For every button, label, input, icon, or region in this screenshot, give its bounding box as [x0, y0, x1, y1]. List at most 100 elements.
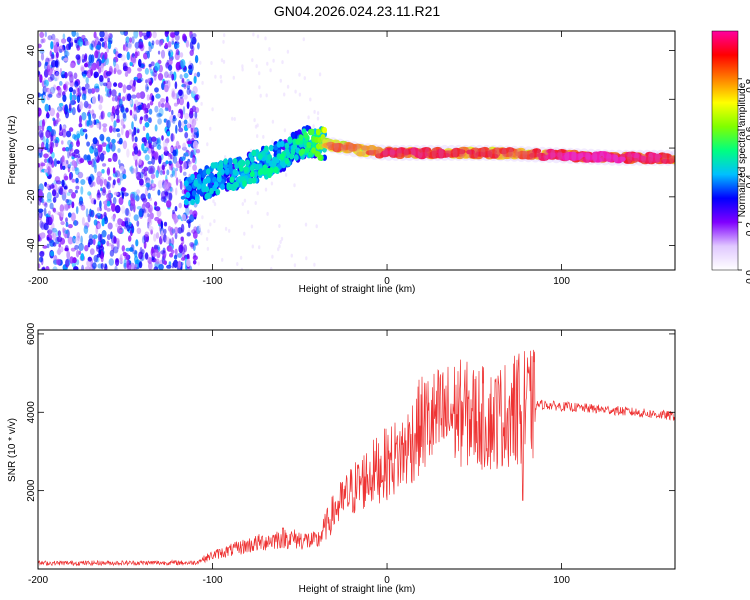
signal-mark — [227, 163, 233, 170]
noise-mark — [174, 248, 178, 254]
noise-mark — [129, 109, 133, 116]
noise-mark — [55, 119, 59, 125]
noise-mark — [313, 262, 316, 267]
noise-mark — [72, 133, 77, 140]
signal-halo — [571, 148, 584, 165]
noise-mark — [293, 263, 297, 268]
noise-mark — [153, 233, 157, 242]
noise-mark — [148, 167, 155, 174]
noise-mark — [252, 32, 255, 37]
noise-mark — [181, 252, 186, 261]
noise-mark — [39, 251, 45, 257]
noise-mark — [182, 142, 187, 150]
signal-mark — [420, 147, 430, 153]
signal-halo — [410, 144, 423, 161]
signal-mark — [249, 165, 255, 172]
noise-mark — [80, 204, 86, 211]
noise-mark — [170, 146, 173, 153]
noise-mark — [189, 107, 194, 115]
noise-mark — [122, 251, 127, 257]
noise-mark — [89, 145, 94, 154]
signal-mark — [254, 163, 260, 171]
noise-mark — [113, 191, 119, 196]
noise-mark — [67, 224, 73, 229]
signal-mark — [191, 190, 197, 197]
noise-mark — [47, 229, 53, 235]
noise-mark — [54, 77, 58, 82]
snr-panel: -200 -100 0 100 2000 4000 6000 Height of stra… — [7, 322, 676, 595]
signal-mark — [547, 152, 557, 158]
noise-mark — [185, 206, 190, 216]
noise-mark — [171, 109, 174, 116]
spectrogram-x-tick-label: -200 — [28, 276, 48, 287]
snr-x-tick-label: 100 — [553, 575, 570, 586]
noise-mark — [106, 168, 111, 175]
noise-mark — [52, 207, 57, 213]
noise-mark — [259, 93, 262, 98]
noise-mark — [105, 92, 111, 97]
noise-mark — [133, 146, 139, 155]
signal-mark — [218, 163, 224, 170]
noise-mark — [150, 229, 153, 235]
noise-mark — [121, 96, 126, 102]
noise-mark — [149, 68, 154, 74]
noise-mark — [160, 39, 164, 46]
noise-mark — [224, 226, 228, 231]
noise-mark — [56, 258, 61, 266]
noise-mark — [183, 81, 187, 90]
noise-mark — [188, 64, 193, 70]
signal-mark — [229, 176, 235, 183]
signal-mark — [202, 178, 208, 185]
noise-mark — [93, 71, 99, 78]
noise-mark — [177, 260, 182, 269]
noise-mark — [107, 242, 113, 247]
noise-mark — [92, 262, 97, 269]
snr-x-ticks: -200 -100 0 100 — [28, 330, 570, 586]
signal-halo — [459, 144, 472, 161]
signal-mark — [213, 181, 219, 188]
noise-mark — [153, 151, 159, 161]
noise-mark — [161, 164, 165, 171]
noise-mark — [110, 111, 114, 117]
noise-mark — [76, 130, 80, 140]
noise-mark — [100, 111, 104, 120]
noise-mark — [133, 126, 137, 136]
signal-mark — [232, 168, 238, 176]
signal-halo — [627, 149, 640, 166]
spectrogram-y-tick-label: 20 — [26, 93, 37, 105]
noise-mark — [146, 86, 149, 90]
noise-mark — [125, 247, 131, 252]
noise-mark — [158, 155, 162, 165]
noise-mark — [272, 58, 275, 63]
noise-mark — [67, 212, 72, 218]
noise-mark — [266, 61, 269, 66]
noise-mark — [224, 155, 227, 159]
noise-mark — [46, 166, 51, 176]
noise-mark — [194, 239, 198, 246]
noise-mark — [47, 210, 51, 216]
noise-mark — [180, 59, 186, 69]
noise-mark — [115, 258, 120, 267]
noise-mark — [184, 132, 189, 139]
noise-mark — [283, 92, 286, 97]
noise-mark — [60, 221, 65, 226]
noise-mark — [122, 173, 127, 180]
noise-mark — [110, 143, 116, 152]
noise-mark — [158, 101, 161, 108]
noise-mark — [171, 92, 178, 100]
noise-mark — [58, 102, 64, 107]
noise-mark — [174, 34, 180, 41]
noise-mark — [49, 146, 54, 155]
signal-mark — [267, 154, 272, 161]
noise-mark — [164, 71, 169, 79]
signal-mark — [251, 177, 257, 184]
noise-mark — [61, 140, 64, 145]
noise-mark — [78, 243, 84, 251]
noise-mark — [103, 211, 107, 218]
noise-mark — [147, 160, 153, 165]
noise-mark — [71, 201, 75, 209]
signal-mark — [342, 144, 352, 150]
noise-mark — [57, 230, 62, 237]
noise-mark — [98, 121, 102, 130]
signal-halo — [592, 149, 605, 166]
